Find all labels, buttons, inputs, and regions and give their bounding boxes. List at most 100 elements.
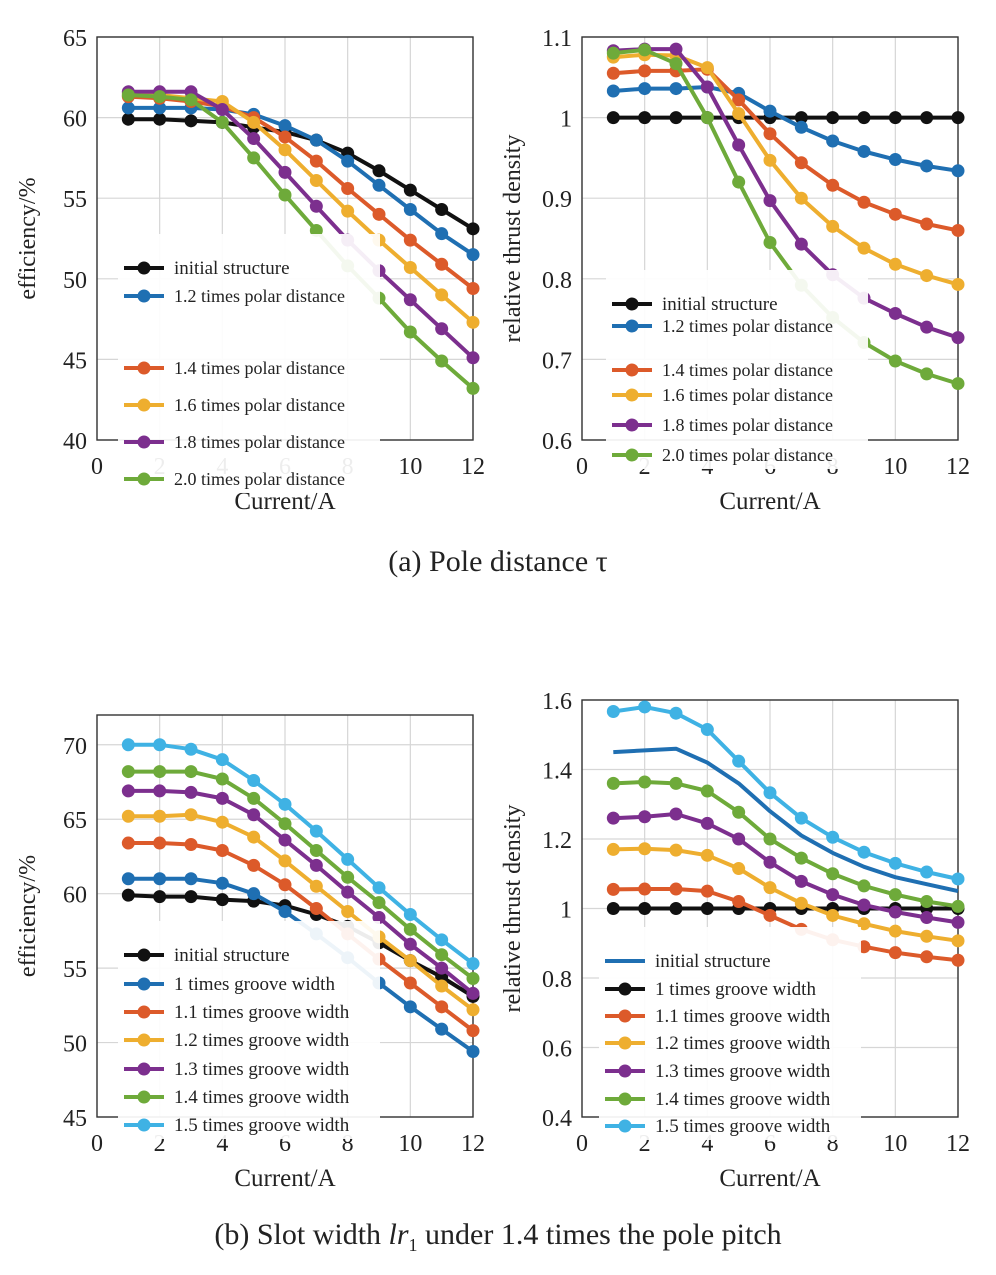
x-axis-label: Current/A: [719, 488, 820, 515]
y-tick-label: 40: [63, 429, 87, 455]
data-point: [466, 381, 480, 395]
data-point: [638, 810, 652, 824]
data-point: [732, 805, 746, 819]
data-point: [920, 217, 934, 231]
legend-marker: [137, 1062, 151, 1076]
data-point: [606, 842, 620, 856]
data-point: [372, 896, 386, 910]
data-point: [278, 854, 292, 868]
data-point: [121, 112, 135, 126]
data-point: [121, 101, 135, 115]
data-point: [794, 896, 808, 910]
data-point: [920, 911, 934, 925]
data-point: [732, 862, 746, 876]
data-point: [794, 811, 808, 825]
data-point: [309, 199, 323, 213]
legend-box: [118, 921, 380, 1139]
data-point: [951, 164, 965, 178]
y-tick-label: 50: [63, 268, 87, 294]
data-point: [826, 867, 840, 881]
data-point: [669, 776, 683, 790]
data-point: [184, 872, 198, 886]
data-point: [278, 119, 292, 133]
caption-b-variable: lr: [388, 1218, 409, 1251]
data-point: [153, 112, 167, 126]
data-point: [466, 957, 480, 971]
legend-marker: [625, 297, 639, 311]
data-point: [153, 765, 167, 779]
data-point: [794, 120, 808, 134]
series-line: [613, 85, 959, 173]
data-point: [700, 723, 714, 737]
data-point: [606, 704, 620, 718]
data-point: [606, 46, 620, 60]
data-point: [466, 1024, 480, 1038]
legend-marker: [137, 261, 151, 275]
data-point: [309, 879, 323, 893]
legend-label: 1 times groove width: [655, 979, 816, 1000]
data-point: [763, 194, 777, 208]
data-point: [435, 961, 449, 975]
data-point: [826, 111, 840, 125]
x-tick-label: 12: [946, 454, 970, 480]
data-point: [466, 222, 480, 236]
data-point: [247, 808, 261, 822]
legend-label: 1.3 times groove width: [655, 1061, 831, 1082]
legend-label: 1.5 times groove width: [174, 1115, 350, 1136]
y-tick-label: 50: [63, 1032, 87, 1058]
data-point: [700, 902, 714, 915]
data-point: [888, 905, 902, 919]
data-point: [153, 101, 167, 115]
data-point: [435, 970, 449, 984]
data-point: [700, 884, 714, 898]
legend-label: 1.8 times polar distance: [662, 415, 833, 435]
data-point: [606, 811, 620, 825]
data-point: [920, 269, 934, 283]
legend-label: 1 times groove width: [174, 974, 335, 995]
legend-marker: [137, 1005, 151, 1019]
data-point: [403, 183, 417, 197]
x-axis-label: Current/A: [234, 1165, 335, 1192]
legend-label: 1.6 times polar distance: [662, 385, 833, 405]
data-point: [951, 953, 965, 967]
y-tick-label: 0.6: [542, 429, 572, 455]
caption-b-prefix: (b) Slot width: [214, 1218, 389, 1251]
data-point: [184, 808, 198, 822]
data-point: [826, 134, 840, 148]
data-point: [466, 248, 480, 262]
data-point: [403, 908, 417, 922]
data-point: [403, 233, 417, 247]
data-point: [638, 43, 652, 57]
data-point: [153, 809, 167, 823]
legend-label: initial structure: [662, 294, 778, 315]
legend-label: initial structure: [655, 951, 771, 972]
legend-label: 1.2 times polar distance: [174, 286, 345, 306]
data-point: [278, 878, 292, 892]
y-tick-label: 70: [63, 734, 87, 760]
legend-marker: [618, 1092, 632, 1106]
legend-marker: [137, 977, 151, 991]
legend-marker: [137, 948, 151, 962]
data-point: [435, 979, 449, 993]
data-point: [732, 138, 746, 152]
data-point: [920, 159, 934, 173]
data-point: [372, 910, 386, 924]
y-axis-label: efficiency/%: [15, 855, 41, 977]
data-point: [606, 902, 620, 915]
y-tick-label: 1: [560, 898, 572, 924]
data-point: [403, 325, 417, 339]
data-point: [372, 881, 386, 895]
data-point: [826, 178, 840, 192]
data-point: [184, 765, 198, 779]
y-tick-label: 0.4: [542, 1106, 572, 1132]
data-point: [215, 843, 229, 857]
data-point: [435, 288, 449, 302]
legend-marker: [137, 1118, 151, 1132]
y-tick-label: 55: [63, 187, 87, 213]
x-tick-label: 12: [461, 1131, 485, 1157]
legend-marker: [625, 388, 639, 402]
legend-label: 1.4 times groove width: [655, 1089, 831, 1110]
y-tick-label: 65: [63, 26, 87, 52]
legend-label: 1.4 times polar distance: [174, 358, 345, 378]
chart-a-efficiency: 024681012404550556065Current/Aefficiency…: [15, 26, 485, 515]
